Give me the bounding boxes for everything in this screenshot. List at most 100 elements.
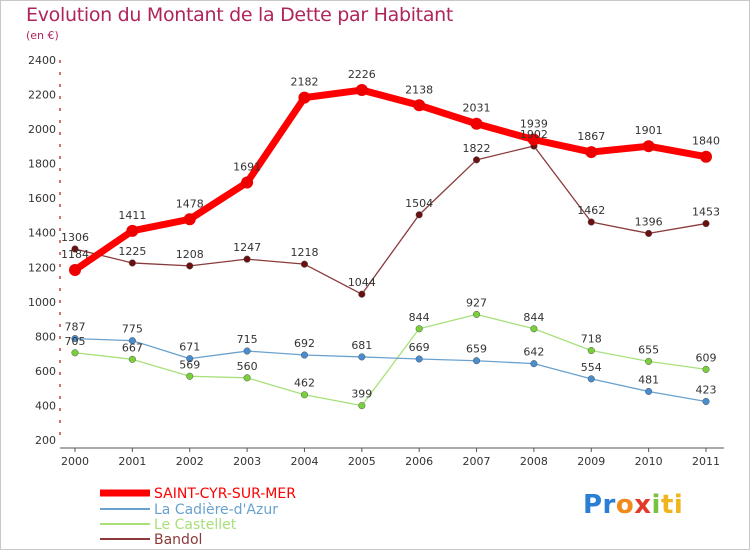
logo-part: x [634, 490, 652, 520]
x-tick-label: 2000 [61, 455, 89, 468]
data-label: 705 [65, 335, 86, 348]
data-label: 1840 [692, 135, 720, 148]
data-point [243, 347, 251, 355]
data-label: 642 [523, 346, 544, 359]
y-tick-label: 2000 [28, 123, 56, 136]
data-label: 1208 [176, 248, 204, 261]
data-label: 462 [294, 377, 315, 390]
data-point [358, 402, 366, 410]
data-point [587, 218, 595, 226]
data-label: 569 [179, 358, 200, 371]
x-tick-label: 2008 [520, 455, 548, 468]
x-tick-label: 2006 [405, 455, 433, 468]
data-point [700, 150, 712, 163]
data-point [472, 156, 481, 164]
data-label: 659 [466, 343, 487, 356]
data-label: 1453 [692, 206, 720, 219]
legend-label: Bandol [154, 532, 202, 548]
data-label: 1225 [118, 245, 146, 258]
y-tick-label: 1800 [28, 158, 56, 171]
data-label: 609 [696, 351, 717, 364]
data-label: 775 [122, 323, 143, 336]
x-tick-label: 2007 [463, 455, 491, 468]
data-point [128, 259, 136, 267]
data-label: 481 [638, 373, 659, 386]
y-tick-label: 400 [35, 399, 56, 412]
data-label: 669 [409, 341, 430, 354]
logo-part: Pr [583, 490, 616, 520]
data-label: 399 [351, 388, 372, 401]
data-point [241, 176, 254, 189]
y-tick-label: 200 [35, 434, 56, 447]
data-point [415, 325, 423, 333]
series-lines [69, 84, 712, 410]
data-label: 560 [237, 360, 258, 373]
data-labels: 1306 1225 1208 1247 1218 1044 1504 1822 1902 1462… [61, 68, 720, 401]
x-tick-label: 2011 [692, 455, 720, 468]
data-point [243, 374, 251, 382]
data-point [358, 353, 366, 361]
proxiti-logo: Proxiti [583, 490, 683, 520]
data-point [186, 262, 194, 270]
y-tick-label: 1200 [28, 261, 56, 274]
data-label: 681 [351, 339, 372, 352]
data-point [413, 99, 426, 112]
data-point [300, 391, 309, 399]
data-point [585, 146, 598, 159]
data-label: 692 [294, 337, 315, 350]
data-label: 423 [696, 383, 717, 396]
series-line [74, 337, 707, 403]
data-point [472, 310, 481, 318]
y-tick-label: 1400 [28, 227, 56, 240]
data-point [415, 211, 423, 219]
series-line [74, 145, 707, 295]
chart-title: Evolution du Montant de la Dette par Hab… [26, 4, 454, 26]
logo-part: o [615, 490, 635, 520]
data-label: 2226 [348, 68, 376, 81]
data-point [358, 290, 366, 298]
data-label: 1691 [233, 160, 261, 173]
data-label: 718 [581, 333, 602, 346]
logo-part: ti [660, 490, 684, 520]
data-point [69, 264, 81, 277]
data-point [645, 357, 653, 365]
x-tick-label: 2003 [233, 455, 261, 468]
legend-label: Le Castellet [154, 517, 237, 533]
data-point [186, 372, 194, 380]
data-point [300, 260, 309, 268]
data-point [71, 245, 79, 253]
legend-label: La Cadière-d'Azur [154, 502, 278, 518]
data-label: 655 [638, 343, 659, 356]
data-label: 2138 [405, 83, 433, 96]
series-line [74, 313, 707, 407]
x-tick-label: 2001 [118, 455, 146, 468]
data-point [642, 140, 655, 153]
y-tick-label: 800 [35, 330, 56, 343]
data-point [126, 224, 139, 237]
series-line [71, 86, 710, 274]
data-point [530, 325, 538, 333]
data-label: 1478 [176, 197, 204, 210]
data-label: 1396 [635, 215, 663, 228]
data-point [470, 117, 483, 130]
y-tick-label: 1600 [28, 192, 56, 205]
data-label: 1504 [405, 197, 433, 210]
data-point [298, 91, 311, 104]
data-label: 844 [523, 311, 544, 324]
y-tick-label: 2400 [28, 54, 56, 67]
data-point [587, 346, 595, 355]
data-label: 715 [237, 333, 258, 346]
data-point [71, 335, 79, 343]
data-point [128, 337, 136, 345]
x-tick-label: 2002 [176, 455, 204, 468]
y-tick-label: 1000 [28, 296, 56, 309]
data-point [587, 375, 595, 383]
data-label: 1867 [577, 130, 605, 143]
data-point [186, 355, 194, 363]
data-point [243, 255, 251, 263]
data-point [530, 360, 538, 368]
data-point [702, 220, 710, 228]
data-label: 1462 [577, 204, 605, 217]
